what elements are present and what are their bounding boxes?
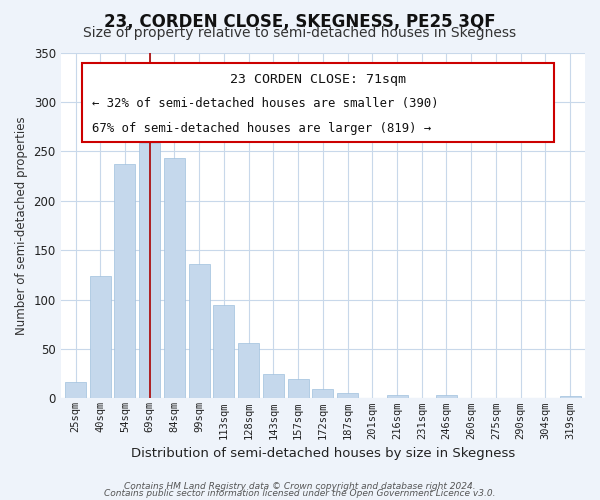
Bar <box>436 396 457 398</box>
Text: ← 32% of semi-detached houses are smaller (390): ← 32% of semi-detached houses are smalle… <box>92 98 439 110</box>
Bar <box>287 378 308 398</box>
FancyBboxPatch shape <box>82 63 554 142</box>
Bar <box>238 343 259 398</box>
Bar <box>313 388 334 398</box>
Bar <box>188 264 209 398</box>
Bar <box>65 382 86 398</box>
Text: Size of property relative to semi-detached houses in Skegness: Size of property relative to semi-detach… <box>83 26 517 40</box>
Bar <box>139 144 160 398</box>
Text: 23, CORDEN CLOSE, SKEGNESS, PE25 3QF: 23, CORDEN CLOSE, SKEGNESS, PE25 3QF <box>104 12 496 30</box>
Bar <box>115 164 136 398</box>
Bar <box>386 396 407 398</box>
Text: 67% of semi-detached houses are larger (819) →: 67% of semi-detached houses are larger (… <box>92 122 431 134</box>
Bar <box>90 276 111 398</box>
Text: Contains public sector information licensed under the Open Government Licence v3: Contains public sector information licen… <box>104 490 496 498</box>
Bar <box>560 396 581 398</box>
Text: Contains HM Land Registry data © Crown copyright and database right 2024.: Contains HM Land Registry data © Crown c… <box>124 482 476 491</box>
Bar <box>214 304 235 398</box>
Bar <box>263 374 284 398</box>
Y-axis label: Number of semi-detached properties: Number of semi-detached properties <box>15 116 28 335</box>
X-axis label: Distribution of semi-detached houses by size in Skegness: Distribution of semi-detached houses by … <box>131 447 515 460</box>
Bar <box>164 158 185 398</box>
Text: 23 CORDEN CLOSE: 71sqm: 23 CORDEN CLOSE: 71sqm <box>230 74 406 86</box>
Bar <box>337 394 358 398</box>
